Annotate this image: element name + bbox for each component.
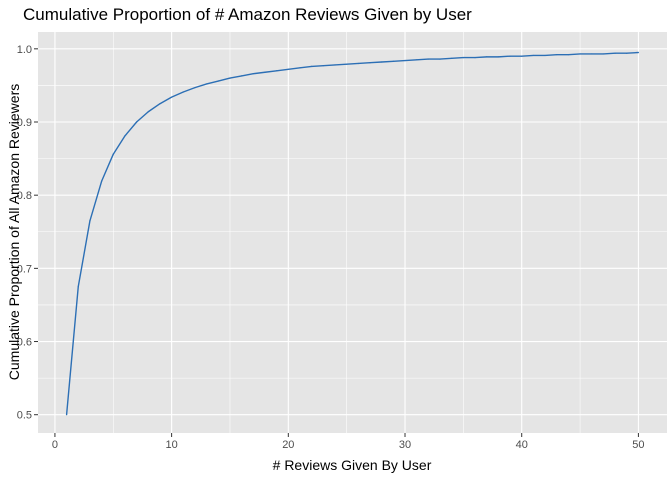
data-point — [381, 61, 383, 63]
data-point — [357, 62, 359, 65]
y-tick-label: 0.6 — [17, 337, 32, 349]
data-point — [276, 70, 278, 72]
y-axis-title: Cumulative Proportion of All Amazon Revi… — [6, 84, 22, 380]
data-point — [147, 111, 149, 113]
data-point — [159, 103, 161, 105]
data-point — [217, 80, 219, 82]
data-point — [136, 121, 138, 123]
data-point — [567, 54, 569, 56]
series-layer — [65, 51, 640, 416]
data-point — [427, 58, 429, 60]
data-point — [171, 96, 173, 98]
data-point — [65, 414, 68, 416]
data-point — [322, 65, 324, 67]
data-point — [194, 87, 196, 89]
data-point — [626, 52, 628, 54]
y-tick-label: 1.0 — [17, 44, 32, 56]
data-point — [439, 58, 441, 60]
data-point — [112, 153, 114, 155]
data-point — [532, 54, 534, 57]
x-tick-label: 0 — [52, 439, 58, 451]
x-tick-label: 30 — [399, 439, 411, 451]
data-point — [579, 53, 581, 55]
x-axis-ticks: 0 10 20 30 40 50 — [52, 433, 645, 451]
data-point — [101, 180, 103, 182]
y-tick-label: 0.9 — [17, 117, 32, 129]
data-point — [486, 56, 488, 58]
data-point — [287, 68, 289, 70]
y-axis-ticks: 0.5 0.6 0.7 0.8 0.9 1.0 — [17, 44, 38, 422]
data-point — [497, 56, 499, 58]
data-point — [451, 57, 453, 59]
data-point — [404, 59, 406, 62]
data-point — [392, 60, 394, 62]
data-point — [264, 71, 266, 73]
data-point — [462, 57, 464, 59]
x-tick-label: 40 — [516, 439, 528, 451]
major-gridlines — [38, 32, 667, 433]
data-point — [346, 63, 348, 65]
data-point — [602, 53, 604, 55]
data-point — [89, 220, 91, 222]
data-point — [206, 83, 208, 85]
data-point — [77, 286, 79, 288]
chart-title: Cumulative Proportion of # Amazon Review… — [23, 5, 472, 24]
data-point — [474, 57, 476, 59]
data-point — [252, 73, 254, 75]
x-tick-label: 10 — [165, 439, 177, 451]
data-point — [241, 75, 243, 77]
x-tick-label: 20 — [282, 439, 294, 451]
data-point — [614, 52, 616, 54]
x-tick-label: 50 — [632, 439, 644, 451]
data-point — [556, 54, 558, 56]
plot-panel — [38, 32, 667, 433]
data-point — [509, 55, 511, 57]
data-point — [544, 54, 546, 57]
data-point — [229, 77, 231, 79]
data-point — [124, 135, 126, 137]
data-point — [521, 55, 523, 57]
data-point — [416, 59, 418, 61]
data-point — [182, 91, 184, 93]
data-point — [591, 53, 593, 55]
data-point — [311, 65, 313, 67]
series-line — [65, 51, 639, 415]
minor-gridlines — [38, 32, 667, 433]
y-tick-label: 0.8 — [17, 190, 32, 202]
data-point — [334, 64, 336, 66]
data-point — [369, 62, 371, 64]
y-tick-label: 0.5 — [17, 410, 32, 422]
y-tick-label: 0.7 — [17, 263, 32, 275]
data-point — [637, 51, 640, 54]
data-point — [299, 67, 301, 69]
x-axis-title: # Reviews Given By User — [273, 457, 432, 473]
